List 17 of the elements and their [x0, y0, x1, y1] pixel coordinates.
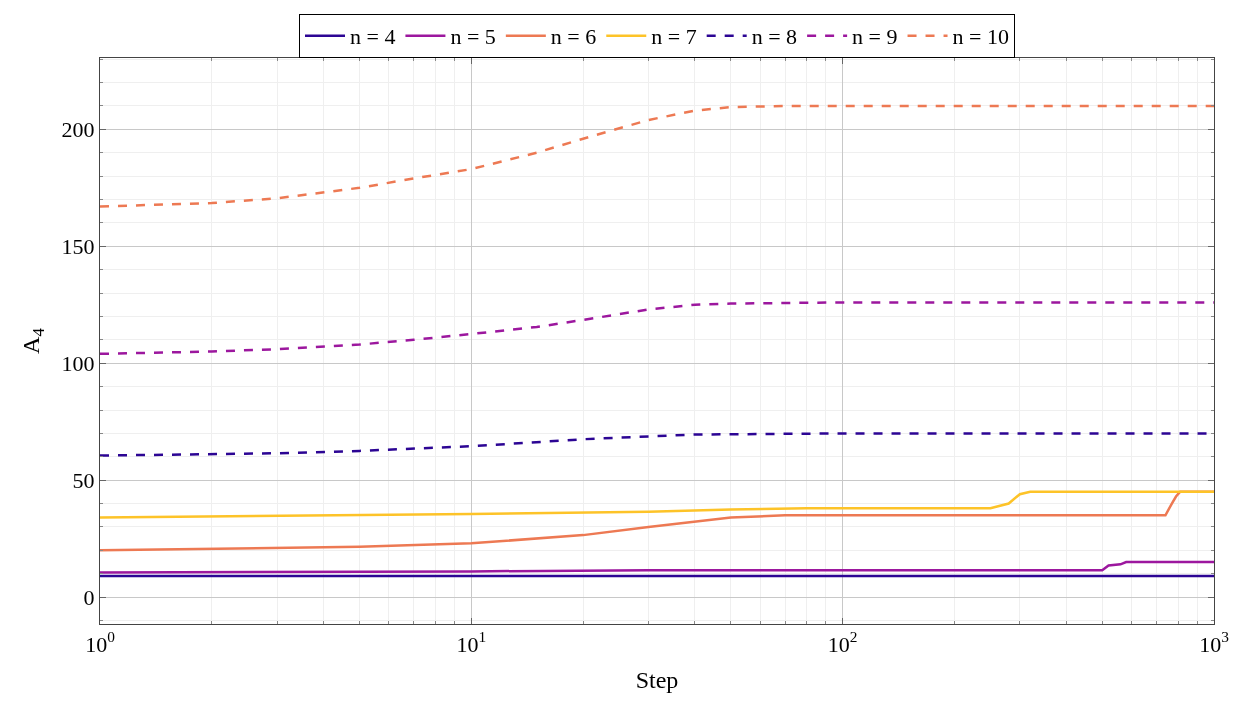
x-axis-title: Step — [635, 666, 679, 693]
y-tick-label: 150 — [61, 233, 95, 259]
legend-label: n = 6 — [550, 24, 597, 50]
x-tick-label: 10$^{3}$ — [1199, 628, 1230, 657]
legend-label: n = 8 — [751, 24, 798, 50]
y-tick-label: 0 — [83, 584, 95, 610]
x-tick-label: 10$^{2}$ — [827, 628, 858, 657]
legend-label: n = 5 — [450, 24, 496, 50]
legend-label: n = 10 — [952, 24, 1009, 50]
x-tick-label: 10$^{1}$ — [456, 628, 487, 657]
y-tick-label: 100 — [61, 350, 95, 376]
y-tick-label: 50 — [72, 467, 95, 493]
x-tick-label: 10$^{0}$ — [85, 628, 116, 657]
legend-label: n = 4 — [350, 24, 396, 50]
y-tick-label: 200 — [61, 117, 95, 143]
legend-label: n = 9 — [852, 24, 898, 50]
legend-label: n = 7 — [651, 24, 697, 50]
